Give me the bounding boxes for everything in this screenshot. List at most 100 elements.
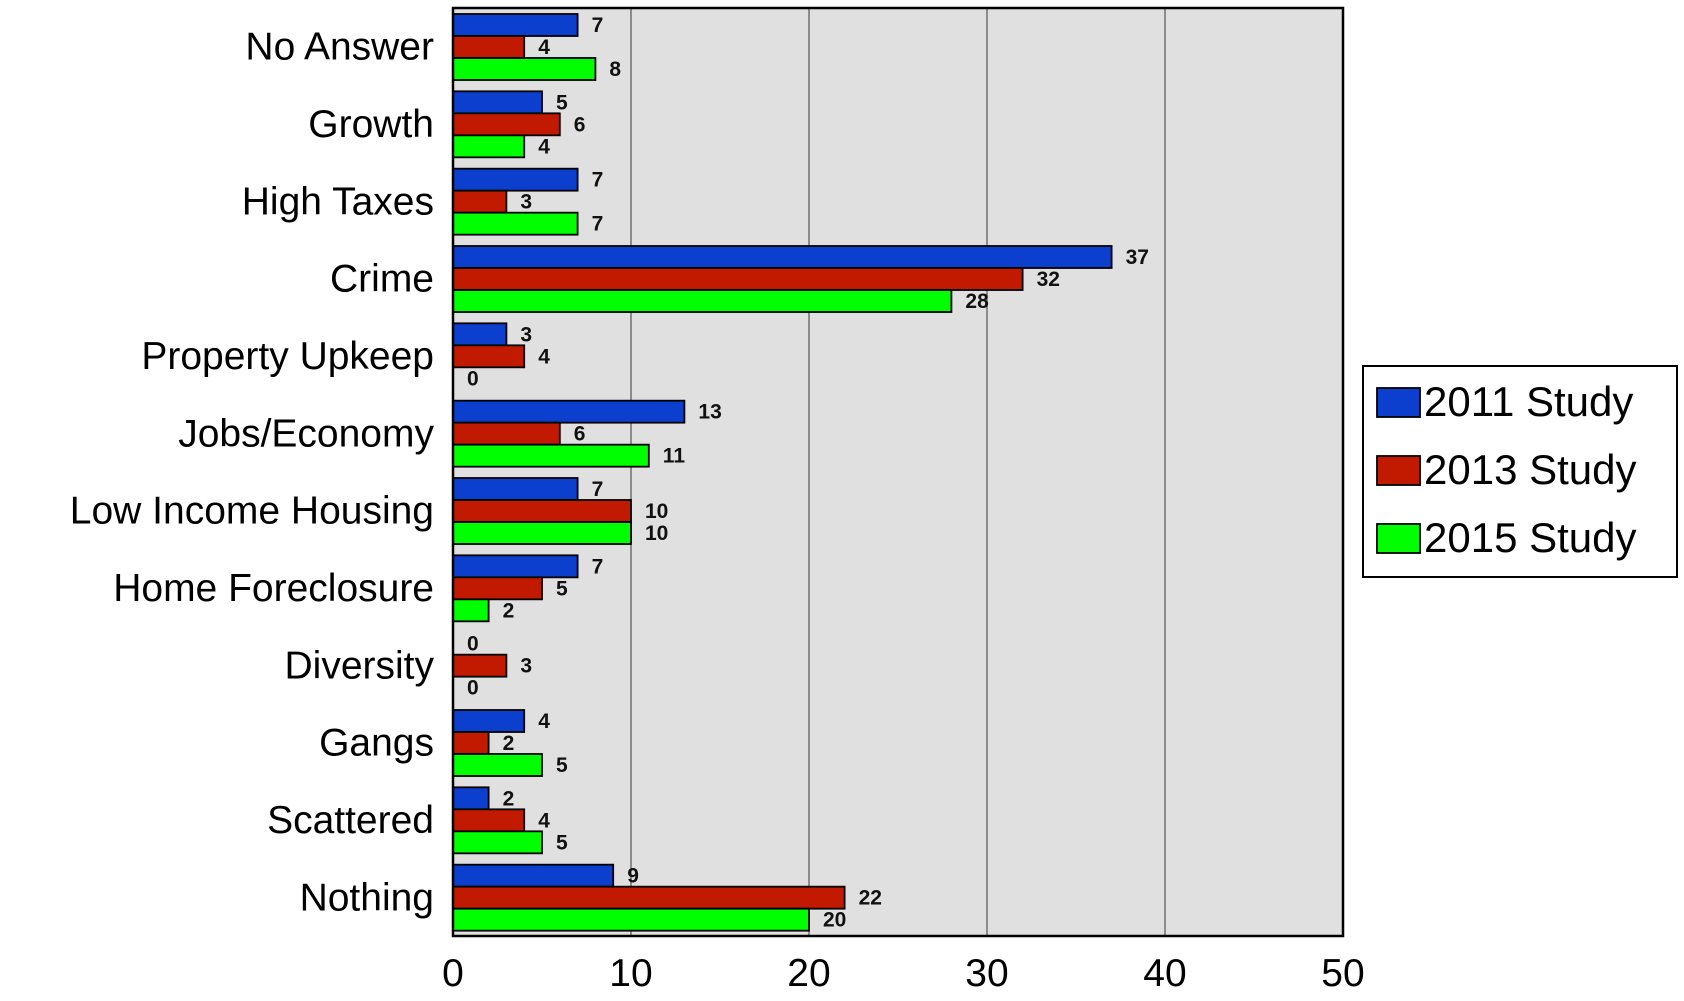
category-label-low-income-housing: Low Income Housing [70, 490, 434, 533]
data-label-2015-study-nothing: 20 [823, 909, 846, 932]
data-label-2011-study-jobs-economy: 13 [698, 401, 721, 424]
data-label-2011-study-no-answer: 7 [592, 14, 604, 37]
data-label-2013-study-scattered: 4 [538, 809, 550, 832]
data-label-2015-study-jobs-economy: 11 [663, 445, 686, 468]
bar-2011-study-property-upkeep [452, 322, 508, 347]
bar-2011-study-gangs [452, 709, 526, 733]
data-label-2015-study-scattered: 5 [556, 831, 568, 854]
data-label-2011-study-gangs: 4 [538, 710, 550, 733]
data-label-2015-study-gangs: 5 [556, 754, 568, 777]
data-label-2011-study-crime: 37 [1126, 246, 1149, 269]
bar-2015-study-home-foreclosure [452, 598, 490, 623]
x-tick-label-10: 10 [609, 952, 652, 995]
data-label-2013-study-nothing: 22 [859, 887, 882, 910]
data-label-2013-study-low-income-housing: 10 [645, 500, 668, 523]
bar-2011-study-nothing [452, 863, 615, 888]
bar-2013-study-property-upkeep [452, 344, 526, 369]
data-label-2013-study-high-taxes: 3 [520, 191, 532, 214]
legend: 2011 Study 2013 Study 2015 Study [1362, 365, 1678, 578]
category-label-property-upkeep: Property Upkeep [141, 335, 434, 378]
data-label-2011-study-nothing: 9 [627, 865, 639, 888]
data-label-2015-study-home-foreclosure: 2 [503, 599, 515, 622]
x-tick-label-40: 40 [1143, 952, 1186, 995]
category-label-diversity: Diversity [284, 644, 434, 687]
bar-2013-study-gangs [452, 731, 490, 755]
bar-2013-study-scattered [452, 808, 526, 833]
bar-2015-study-high-taxes [452, 211, 579, 236]
category-label-crime: Crime [330, 258, 434, 301]
bar-2011-study-scattered [452, 786, 490, 811]
bar-2015-study-growth [452, 134, 526, 159]
data-labels: 7485647373732283401361171010752030425245… [467, 14, 1149, 932]
data-label-2011-study-high-taxes: 7 [592, 169, 604, 192]
bar-2015-study-nothing [452, 907, 810, 932]
legend-swatch-2013-study [1376, 455, 1421, 486]
legend-swatch-2015-study [1376, 523, 1421, 554]
bar-2011-study-growth [452, 90, 543, 115]
legend-label-2013-study: 2013 Study [1424, 446, 1637, 493]
category-label-no-answer: No Answer [245, 26, 434, 69]
bar-2015-study-no-answer [452, 57, 597, 81]
data-label-2013-study-jobs-economy: 6 [574, 423, 586, 446]
data-label-2015-study-diversity: 0 [467, 677, 479, 700]
bar-2013-study-nothing [452, 885, 846, 910]
category-label-gangs: Gangs [319, 722, 434, 765]
data-label-2011-study-low-income-housing: 7 [592, 478, 604, 501]
data-label-2011-study-growth: 5 [556, 91, 568, 114]
data-label-2015-study-low-income-housing: 10 [645, 522, 668, 545]
category-label-jobs-economy: Jobs/Economy [178, 412, 434, 455]
data-label-2013-study-growth: 6 [574, 113, 586, 136]
legend-label-2015-study: 2015 Study [1424, 514, 1637, 561]
bar-2015-study-jobs-economy [452, 443, 650, 468]
bar-2013-study-crime [452, 267, 1024, 291]
data-label-2011-study-home-foreclosure: 7 [592, 555, 604, 578]
bar-2015-study-gangs [452, 753, 543, 777]
category-label-high-taxes: High Taxes [242, 180, 434, 223]
category-label-growth: Growth [308, 103, 434, 146]
data-label-2011-study-property-upkeep: 3 [520, 323, 532, 346]
legend-label-2011-study: 2011 Study [1424, 378, 1633, 425]
bar-2013-study-high-taxes [452, 189, 508, 214]
data-label-2013-study-diversity: 3 [520, 655, 532, 678]
category-label-home-foreclosure: Home Foreclosure [113, 567, 434, 610]
bar-2011-study-crime [452, 245, 1113, 269]
bar-2015-study-scattered [452, 830, 543, 855]
data-label-2015-study-growth: 4 [538, 135, 550, 158]
data-label-2013-study-crime: 32 [1037, 268, 1060, 291]
data-label-2015-study-high-taxes: 7 [592, 213, 604, 236]
bar-2013-study-jobs-economy [452, 421, 561, 446]
bar-2015-study-crime [452, 289, 953, 313]
bar-2011-study-low-income-housing [452, 477, 579, 501]
bar-2011-study-high-taxes [452, 167, 579, 192]
data-label-2013-study-property-upkeep: 4 [538, 345, 550, 368]
category-label-nothing: Nothing [300, 876, 434, 919]
bar-2015-study-low-income-housing [452, 521, 632, 545]
data-label-2013-study-no-answer: 4 [538, 36, 550, 59]
x-tick-label-20: 20 [787, 952, 830, 995]
plot-frame [451, 6, 1345, 938]
gridlines [630, 8, 1166, 936]
bar-2013-study-growth [452, 112, 561, 137]
data-label-2011-study-diversity: 0 [467, 633, 479, 656]
bar-2013-study-low-income-housing [452, 499, 632, 523]
category-axis-labels: No Answer Growth High Taxes Crime Property U… [70, 26, 435, 920]
plot-background [453, 8, 1343, 936]
bar-2013-study-home-foreclosure [452, 576, 543, 601]
data-label-2015-study-crime: 28 [965, 290, 989, 313]
data-label-2011-study-scattered: 2 [503, 787, 515, 810]
legend-swatch-2011-study [1376, 387, 1421, 418]
bar-2011-study-jobs-economy [452, 399, 686, 424]
bar-2013-study-diversity [452, 653, 508, 678]
x-tick-label-0: 0 [442, 952, 464, 995]
bar-2013-study-no-answer [452, 35, 526, 59]
x-tick-label-50: 50 [1321, 952, 1364, 995]
x-axis-tick-labels: 0 10 20 30 40 50 [442, 952, 1365, 995]
data-label-2015-study-no-answer: 8 [609, 58, 621, 81]
category-label-scattered: Scattered [267, 799, 434, 842]
bar-2011-study-home-foreclosure [452, 554, 579, 579]
data-label-2013-study-gangs: 2 [503, 732, 515, 755]
bar-2011-study-no-answer [452, 13, 579, 37]
data-label-2013-study-home-foreclosure: 5 [556, 577, 568, 600]
